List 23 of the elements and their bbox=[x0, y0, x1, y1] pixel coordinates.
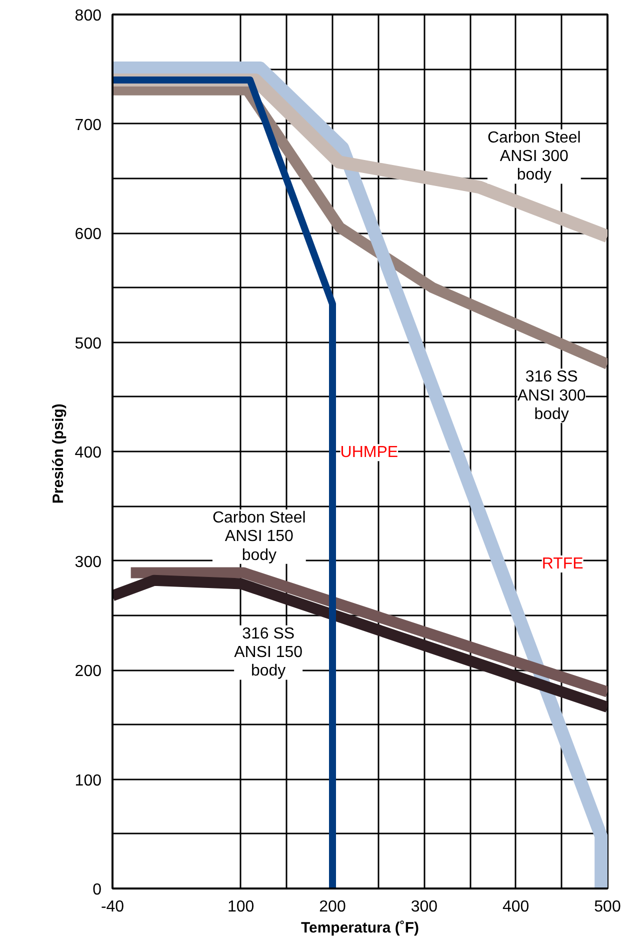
x-tick-label: 200 bbox=[319, 898, 346, 916]
x-tick-label: 300 bbox=[410, 898, 438, 916]
y-tick-label: 600 bbox=[74, 226, 102, 243]
series-label: Carbon Steel ANSI 300 body bbox=[487, 129, 581, 184]
x-tick-label: 500 bbox=[594, 898, 621, 916]
y-axis-title: Presión (psig) bbox=[50, 404, 67, 504]
y-tick-label: 200 bbox=[74, 663, 102, 680]
y-tick-label: 700 bbox=[74, 116, 102, 134]
series-label: Carbon Steel ANSI 150 body bbox=[212, 510, 306, 564]
x-axis-title: Temperatura (˚F) bbox=[300, 920, 420, 936]
y-tick-label: 400 bbox=[74, 444, 102, 462]
x-tick-label: 400 bbox=[502, 898, 530, 916]
series-label: UHMPE bbox=[340, 444, 398, 462]
y-tick-label: 300 bbox=[74, 554, 102, 571]
x-tick-label: 100 bbox=[227, 898, 254, 916]
y-tick-label: 500 bbox=[74, 335, 102, 352]
x-tick-label: -40 bbox=[100, 898, 124, 916]
series-label: 316 SS ANSI 150 body bbox=[234, 625, 303, 680]
y-tick-label: 800 bbox=[74, 8, 102, 24]
y-tick-label: 100 bbox=[74, 772, 102, 790]
text: RTFE bbox=[542, 556, 584, 573]
series-label: 316 SS ANSI 300 body bbox=[517, 368, 586, 423]
y-tick-label: 0 bbox=[92, 882, 102, 898]
